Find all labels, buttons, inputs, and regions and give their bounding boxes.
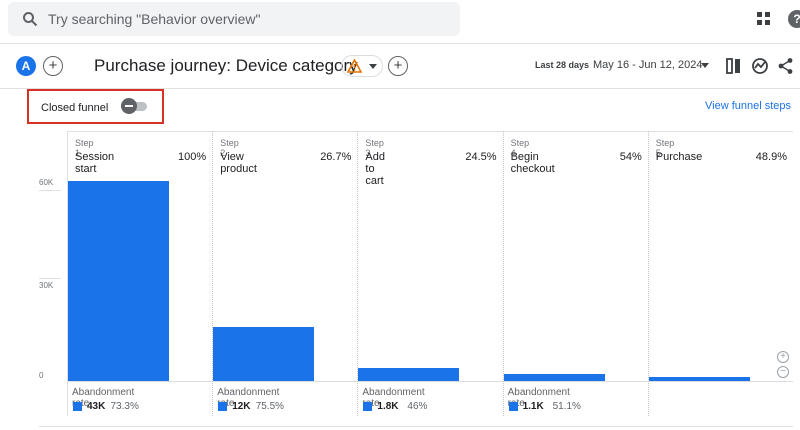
- abandonment-legend-swatch: [363, 402, 373, 411]
- column-divider: [647, 131, 649, 416]
- y-tick-label: 30K: [39, 281, 54, 290]
- search-placeholder[interactable]: Try searching "Behavior overview": [48, 11, 261, 27]
- abandonment-rate: 46%: [407, 401, 428, 412]
- closed-funnel-label: Closed funnel: [41, 102, 109, 114]
- chevron-down-icon: [369, 64, 377, 69]
- add-comparison-button[interactable]: +: [43, 56, 63, 76]
- step-number: Step 1: [75, 138, 94, 158]
- step-completion-rate: 48.9%: [755, 151, 787, 163]
- y-tick-label: 60K: [39, 178, 54, 187]
- zoom-out-button[interactable]: −: [777, 366, 789, 378]
- abandonment-legend-swatch: [73, 402, 82, 411]
- column-divider: [502, 131, 504, 416]
- step-number: Step 4: [510, 138, 530, 158]
- abandonment-count: 43K: [87, 401, 106, 412]
- step-completion-rate: 24.5%: [465, 151, 497, 163]
- help-icon[interactable]: ?: [788, 10, 800, 28]
- top-bar: Try searching "Behavior overview" ?: [0, 0, 800, 42]
- step-name: Session start: [75, 151, 115, 175]
- funnel-bar[interactable]: [648, 377, 750, 381]
- chart-bottom-border: [39, 426, 793, 427]
- column-divider: [357, 131, 359, 416]
- insights-icon[interactable]: [751, 57, 769, 75]
- abandonment-count: 12K: [232, 401, 251, 412]
- step-number: Step 3: [365, 138, 384, 158]
- y-tick-line: [39, 278, 61, 279]
- share-icon[interactable]: [777, 57, 795, 75]
- view-funnel-steps-link[interactable]: View funnel steps: [705, 100, 792, 112]
- toggle-knob: [121, 98, 137, 114]
- toggle-track: [127, 102, 147, 111]
- closed-funnel-toggle[interactable]: [121, 98, 149, 114]
- funnel-bar[interactable]: [68, 181, 169, 381]
- step-name: Add to cart: [365, 151, 385, 187]
- warning-chip[interactable]: [341, 55, 383, 77]
- abandonment-legend-swatch: [218, 402, 228, 411]
- step-name: Purchase: [655, 151, 703, 163]
- add-button[interactable]: +: [388, 56, 408, 76]
- date-range[interactable]: May 16 - Jun 12, 2024: [593, 59, 703, 71]
- abandonment-count: 1.8K: [377, 401, 399, 412]
- chart-baseline: [67, 381, 793, 382]
- date-label: Last 28 days: [535, 60, 590, 70]
- avatar[interactable]: A: [16, 56, 36, 76]
- step-name: View product: [220, 151, 257, 175]
- abandonment-rate: 51.1%: [552, 401, 581, 412]
- closed-funnel-highlight: Closed funnel: [27, 89, 164, 124]
- abandonment-count: 1.1K: [522, 401, 544, 412]
- report-header: A + Purchase journey: Device category + …: [0, 44, 800, 88]
- step-name: Begin checkout: [510, 151, 555, 175]
- funnel-bar[interactable]: [213, 326, 315, 381]
- chart-top-border: [67, 131, 793, 132]
- abandonment-rate: 75.5%: [255, 401, 285, 412]
- apps-grid-icon[interactable]: [757, 12, 771, 26]
- y-tick-label: 0: [39, 371, 44, 380]
- abandonment-legend-swatch: [508, 402, 518, 411]
- search-icon: [23, 12, 38, 27]
- header-divider: [0, 88, 800, 89]
- step-completion-rate: 100%: [178, 151, 207, 163]
- zoom-in-button[interactable]: +: [777, 351, 789, 363]
- step-completion-rate: 26.7%: [320, 151, 352, 163]
- abandonment-rate: 73.3%: [110, 401, 139, 412]
- search-box[interactable]: Try searching "Behavior overview": [8, 2, 460, 36]
- date-chevron-icon[interactable]: [701, 63, 709, 69]
- warning-icon: [347, 59, 362, 73]
- funnel-bar[interactable]: [358, 367, 460, 381]
- step-number: Step 2: [220, 138, 239, 158]
- page-title: Purchase journey: Device category: [94, 56, 358, 75]
- top-divider: [0, 43, 800, 44]
- funnel-bar[interactable]: [503, 373, 605, 381]
- compare-icon[interactable]: [725, 57, 743, 75]
- y-tick-line: [39, 190, 61, 191]
- step-number: Step 5: [655, 138, 675, 158]
- step-completion-rate: 54%: [619, 151, 642, 163]
- column-divider: [67, 131, 68, 416]
- column-divider: [212, 131, 214, 416]
